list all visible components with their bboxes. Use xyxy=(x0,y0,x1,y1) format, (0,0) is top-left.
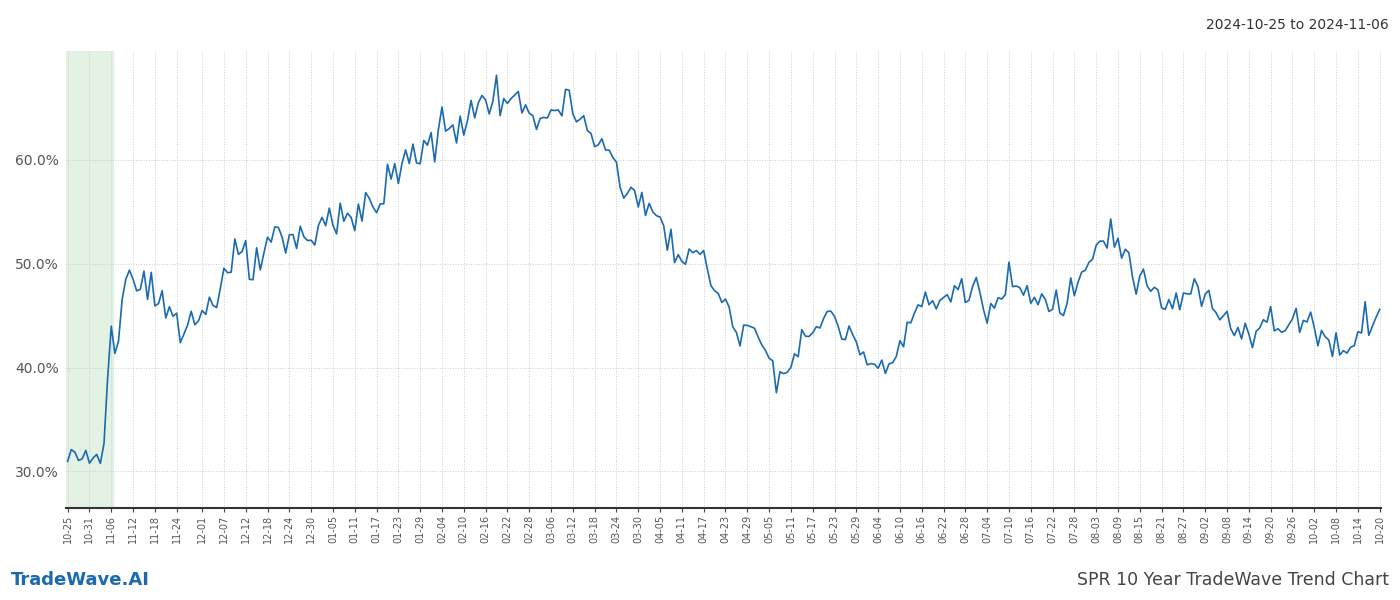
Text: SPR 10 Year TradeWave Trend Chart: SPR 10 Year TradeWave Trend Chart xyxy=(1077,571,1389,589)
Text: TradeWave.AI: TradeWave.AI xyxy=(11,571,150,589)
Text: 2024-10-25 to 2024-11-06: 2024-10-25 to 2024-11-06 xyxy=(1205,18,1389,32)
Bar xyxy=(66,51,113,508)
